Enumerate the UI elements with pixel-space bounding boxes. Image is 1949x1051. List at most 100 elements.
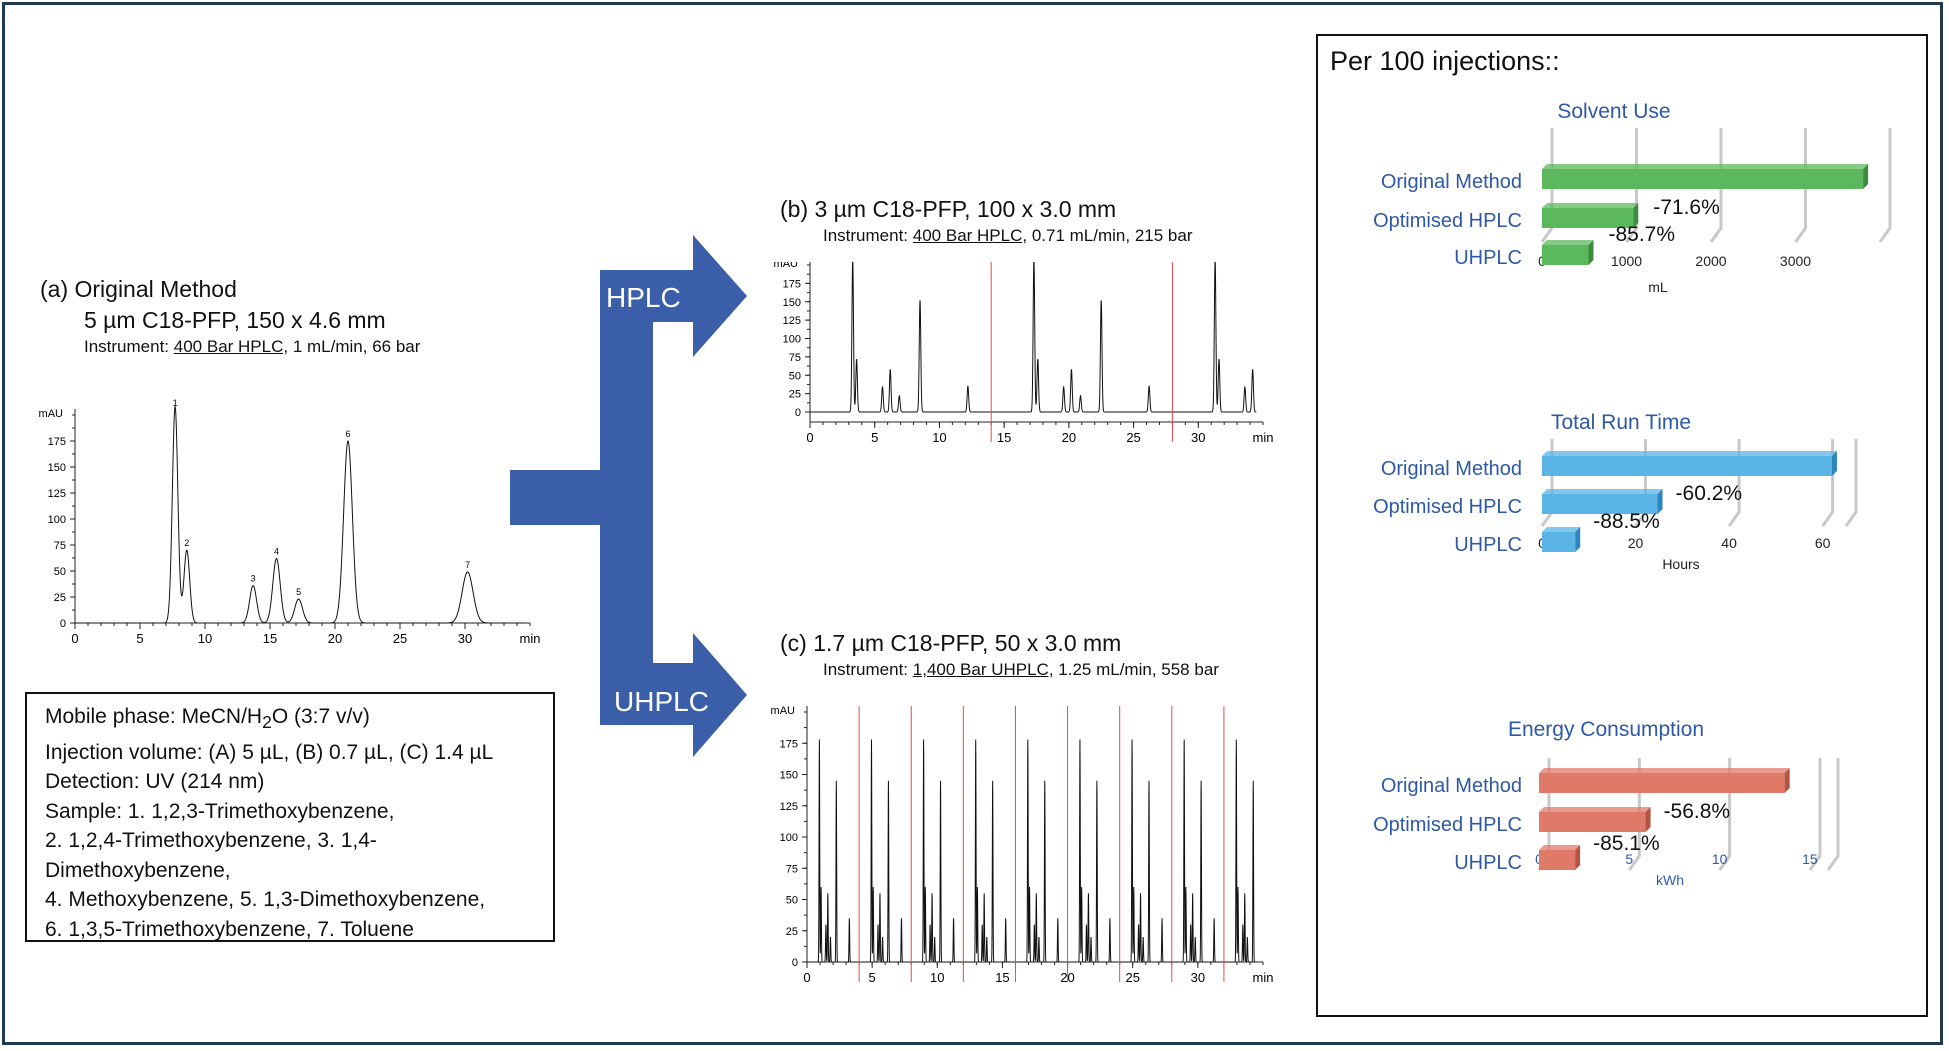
peak-label: 6 xyxy=(345,429,350,439)
x-tick-label: 0 xyxy=(71,631,78,646)
y-tick-label: 25 xyxy=(54,592,66,604)
gridline xyxy=(1878,128,1892,243)
x-axis-label: kWh xyxy=(1656,872,1684,888)
split-arrow: HPLC UHPLC xyxy=(510,235,747,757)
instrument-prefix: Instrument: xyxy=(823,226,913,245)
category-label: Optimised HPLC xyxy=(1373,210,1522,232)
x-tick-label: 15 xyxy=(1802,851,1818,867)
mobile-phase-prefix: Mobile phase: MeCN/H xyxy=(45,705,263,728)
panel-title: Per 100 injections:: xyxy=(1330,46,1560,76)
peak-label: 5 xyxy=(296,587,301,597)
x-tick-label: 0 xyxy=(806,430,813,445)
peak-label: 2 xyxy=(184,538,189,548)
bar xyxy=(1542,245,1589,265)
x-tick-label: 10 xyxy=(930,970,944,985)
x-tick-label: 5 xyxy=(869,970,876,985)
x-tick-label: 60 xyxy=(1815,535,1831,551)
x-axis-label: min xyxy=(1253,970,1274,985)
mobile-phase-suffix: O (3:7 v/v) xyxy=(271,705,370,728)
x-tick-label: 5 xyxy=(136,631,143,646)
bar-side xyxy=(1657,489,1663,514)
x-tick-label: 15 xyxy=(995,970,1009,985)
y-tick-label: 100 xyxy=(783,334,801,346)
bar-top xyxy=(1542,164,1869,169)
x-tick-label: 15 xyxy=(263,631,277,646)
y-tick-label: 150 xyxy=(48,462,66,474)
y-tick-label: 75 xyxy=(789,352,801,364)
bar-top xyxy=(1542,489,1663,494)
gridline xyxy=(1709,128,1723,243)
peak-label: 3 xyxy=(251,574,256,584)
x-tick-label: 20 xyxy=(1062,430,1076,445)
x-tick-label: 1000 xyxy=(1611,253,1642,269)
category-label: UHPLC xyxy=(1454,247,1522,269)
mobile-phase-line: Mobile phase: MeCN/H2O (3:7 v/v) xyxy=(45,702,535,738)
peak-label: 1 xyxy=(173,398,178,408)
y-tick-label: 125 xyxy=(780,801,798,813)
chromatogram-trace xyxy=(810,262,1257,413)
hplc-arrow-label: HPLC xyxy=(606,282,681,313)
gridline xyxy=(1844,439,1858,527)
instrument-name: 1,400 Bar UHPLC, xyxy=(912,660,1054,679)
x-axis-label: Hours xyxy=(1662,556,1699,572)
x-tick-label: 3000 xyxy=(1780,253,1811,269)
instrument-details: 1.25 mL/min, 558 bar xyxy=(1053,660,1219,679)
x-tick-label: 5 xyxy=(871,430,878,445)
panel-c-instrument: Instrument: 1,400 Bar UHPLC, 1.25 mL/min… xyxy=(823,660,1219,680)
bar-top xyxy=(1539,807,1651,812)
percent-label: -56.8% xyxy=(1664,800,1731,823)
mobile-phase-subscript: 2 xyxy=(262,712,272,733)
x-tick-label: 25 xyxy=(1126,430,1140,445)
conditions-box: Mobile phase: MeCN/H2O (3:7 v/v) Injecti… xyxy=(25,692,555,942)
gridline xyxy=(1794,128,1807,243)
y-tick-label: 125 xyxy=(783,315,801,327)
x-axis-label: min xyxy=(1253,430,1274,445)
bar-side xyxy=(1831,451,1837,476)
bar-side xyxy=(1633,203,1639,228)
x-tick-label: 25 xyxy=(1125,970,1139,985)
gridline xyxy=(1625,128,1638,243)
y-tick-label: 100 xyxy=(780,832,798,844)
bar-top xyxy=(1542,527,1581,532)
y-tick-label: 100 xyxy=(48,514,66,526)
bar xyxy=(1539,773,1785,793)
x-axis-label: mL xyxy=(1648,279,1668,295)
y-tick-label: 150 xyxy=(783,297,801,309)
category-label: Optimised HPLC xyxy=(1373,496,1522,518)
info-line: Injection volume: (A) 5 µL, (B) 0.7 µL, … xyxy=(45,740,494,764)
chart-title: Solvent Use xyxy=(1557,100,1670,123)
instrument-prefix: Instrument: xyxy=(823,660,913,679)
instrument-details: 1 mL/min, 66 bar xyxy=(288,337,421,356)
bar-side xyxy=(1784,768,1790,793)
percent-label: -85.1% xyxy=(1593,832,1660,855)
category-label: Original Method xyxy=(1381,775,1522,797)
y-axis-label: mAU xyxy=(39,408,64,420)
y-tick-label: 50 xyxy=(789,370,801,382)
x-tick-label: 2000 xyxy=(1695,253,1726,269)
instrument-prefix: Instrument: xyxy=(84,337,174,356)
info-line: Sample: 1. 1,2,3-Trimethoxybenzene, xyxy=(45,799,395,823)
panel-a-instrument: Instrument: 400 Bar HPLC, 1 mL/min, 66 b… xyxy=(84,337,420,357)
panel-a-column: 5 µm C18-PFP, 150 x 4.6 mm xyxy=(84,307,386,333)
percent-label: -71.6% xyxy=(1653,196,1720,219)
bar-top xyxy=(1542,451,1837,456)
y-tick-label: 175 xyxy=(780,738,798,750)
y-tick-label: 50 xyxy=(786,895,798,907)
energy-chart: Energy Consumption051015kWhOriginal Meth… xyxy=(1373,718,1840,888)
peak-label: 4 xyxy=(274,547,279,557)
x-axis-label: min xyxy=(520,631,541,646)
bar-side xyxy=(1863,164,1869,189)
instrument-details: 0.71 mL/min, 215 bar xyxy=(1027,226,1193,245)
x-tick-label: 25 xyxy=(393,631,407,646)
panel-b-instrument: Instrument: 400 Bar HPLC, 0.71 mL/min, 2… xyxy=(823,226,1192,246)
chart-title: Total Run Time xyxy=(1551,411,1691,434)
y-tick-label: 0 xyxy=(60,618,66,630)
x-tick-label: 30 xyxy=(458,631,472,646)
y-tick-label: 25 xyxy=(786,926,798,938)
solvent-use-chart: Solvent Use0100020003000mLOriginal Metho… xyxy=(1373,100,1892,295)
info-line: 4. Methoxybenzene, 5. 1,3-Dimethoxybenze… xyxy=(45,888,486,912)
uhplc-arrow-label: UHPLC xyxy=(614,686,709,717)
y-tick-label: 0 xyxy=(795,407,801,419)
instrument-name: 400 Bar HPLC, xyxy=(912,226,1028,245)
